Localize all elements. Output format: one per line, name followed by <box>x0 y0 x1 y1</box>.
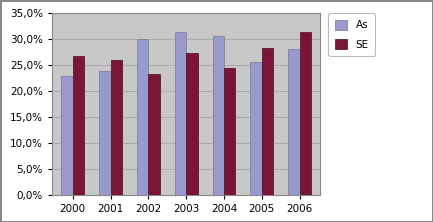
Bar <box>110 60 122 195</box>
Bar <box>73 56 84 195</box>
Bar <box>137 39 149 195</box>
Bar <box>175 32 186 195</box>
Bar <box>250 62 262 195</box>
Bar <box>99 71 110 195</box>
Bar <box>288 49 300 195</box>
Bar <box>213 36 224 195</box>
Bar <box>186 53 197 195</box>
Legend: As, SE: As, SE <box>329 13 375 56</box>
Bar <box>61 76 73 195</box>
Bar <box>149 74 160 195</box>
Bar <box>300 32 311 195</box>
Bar <box>224 68 236 195</box>
Bar <box>262 48 273 195</box>
